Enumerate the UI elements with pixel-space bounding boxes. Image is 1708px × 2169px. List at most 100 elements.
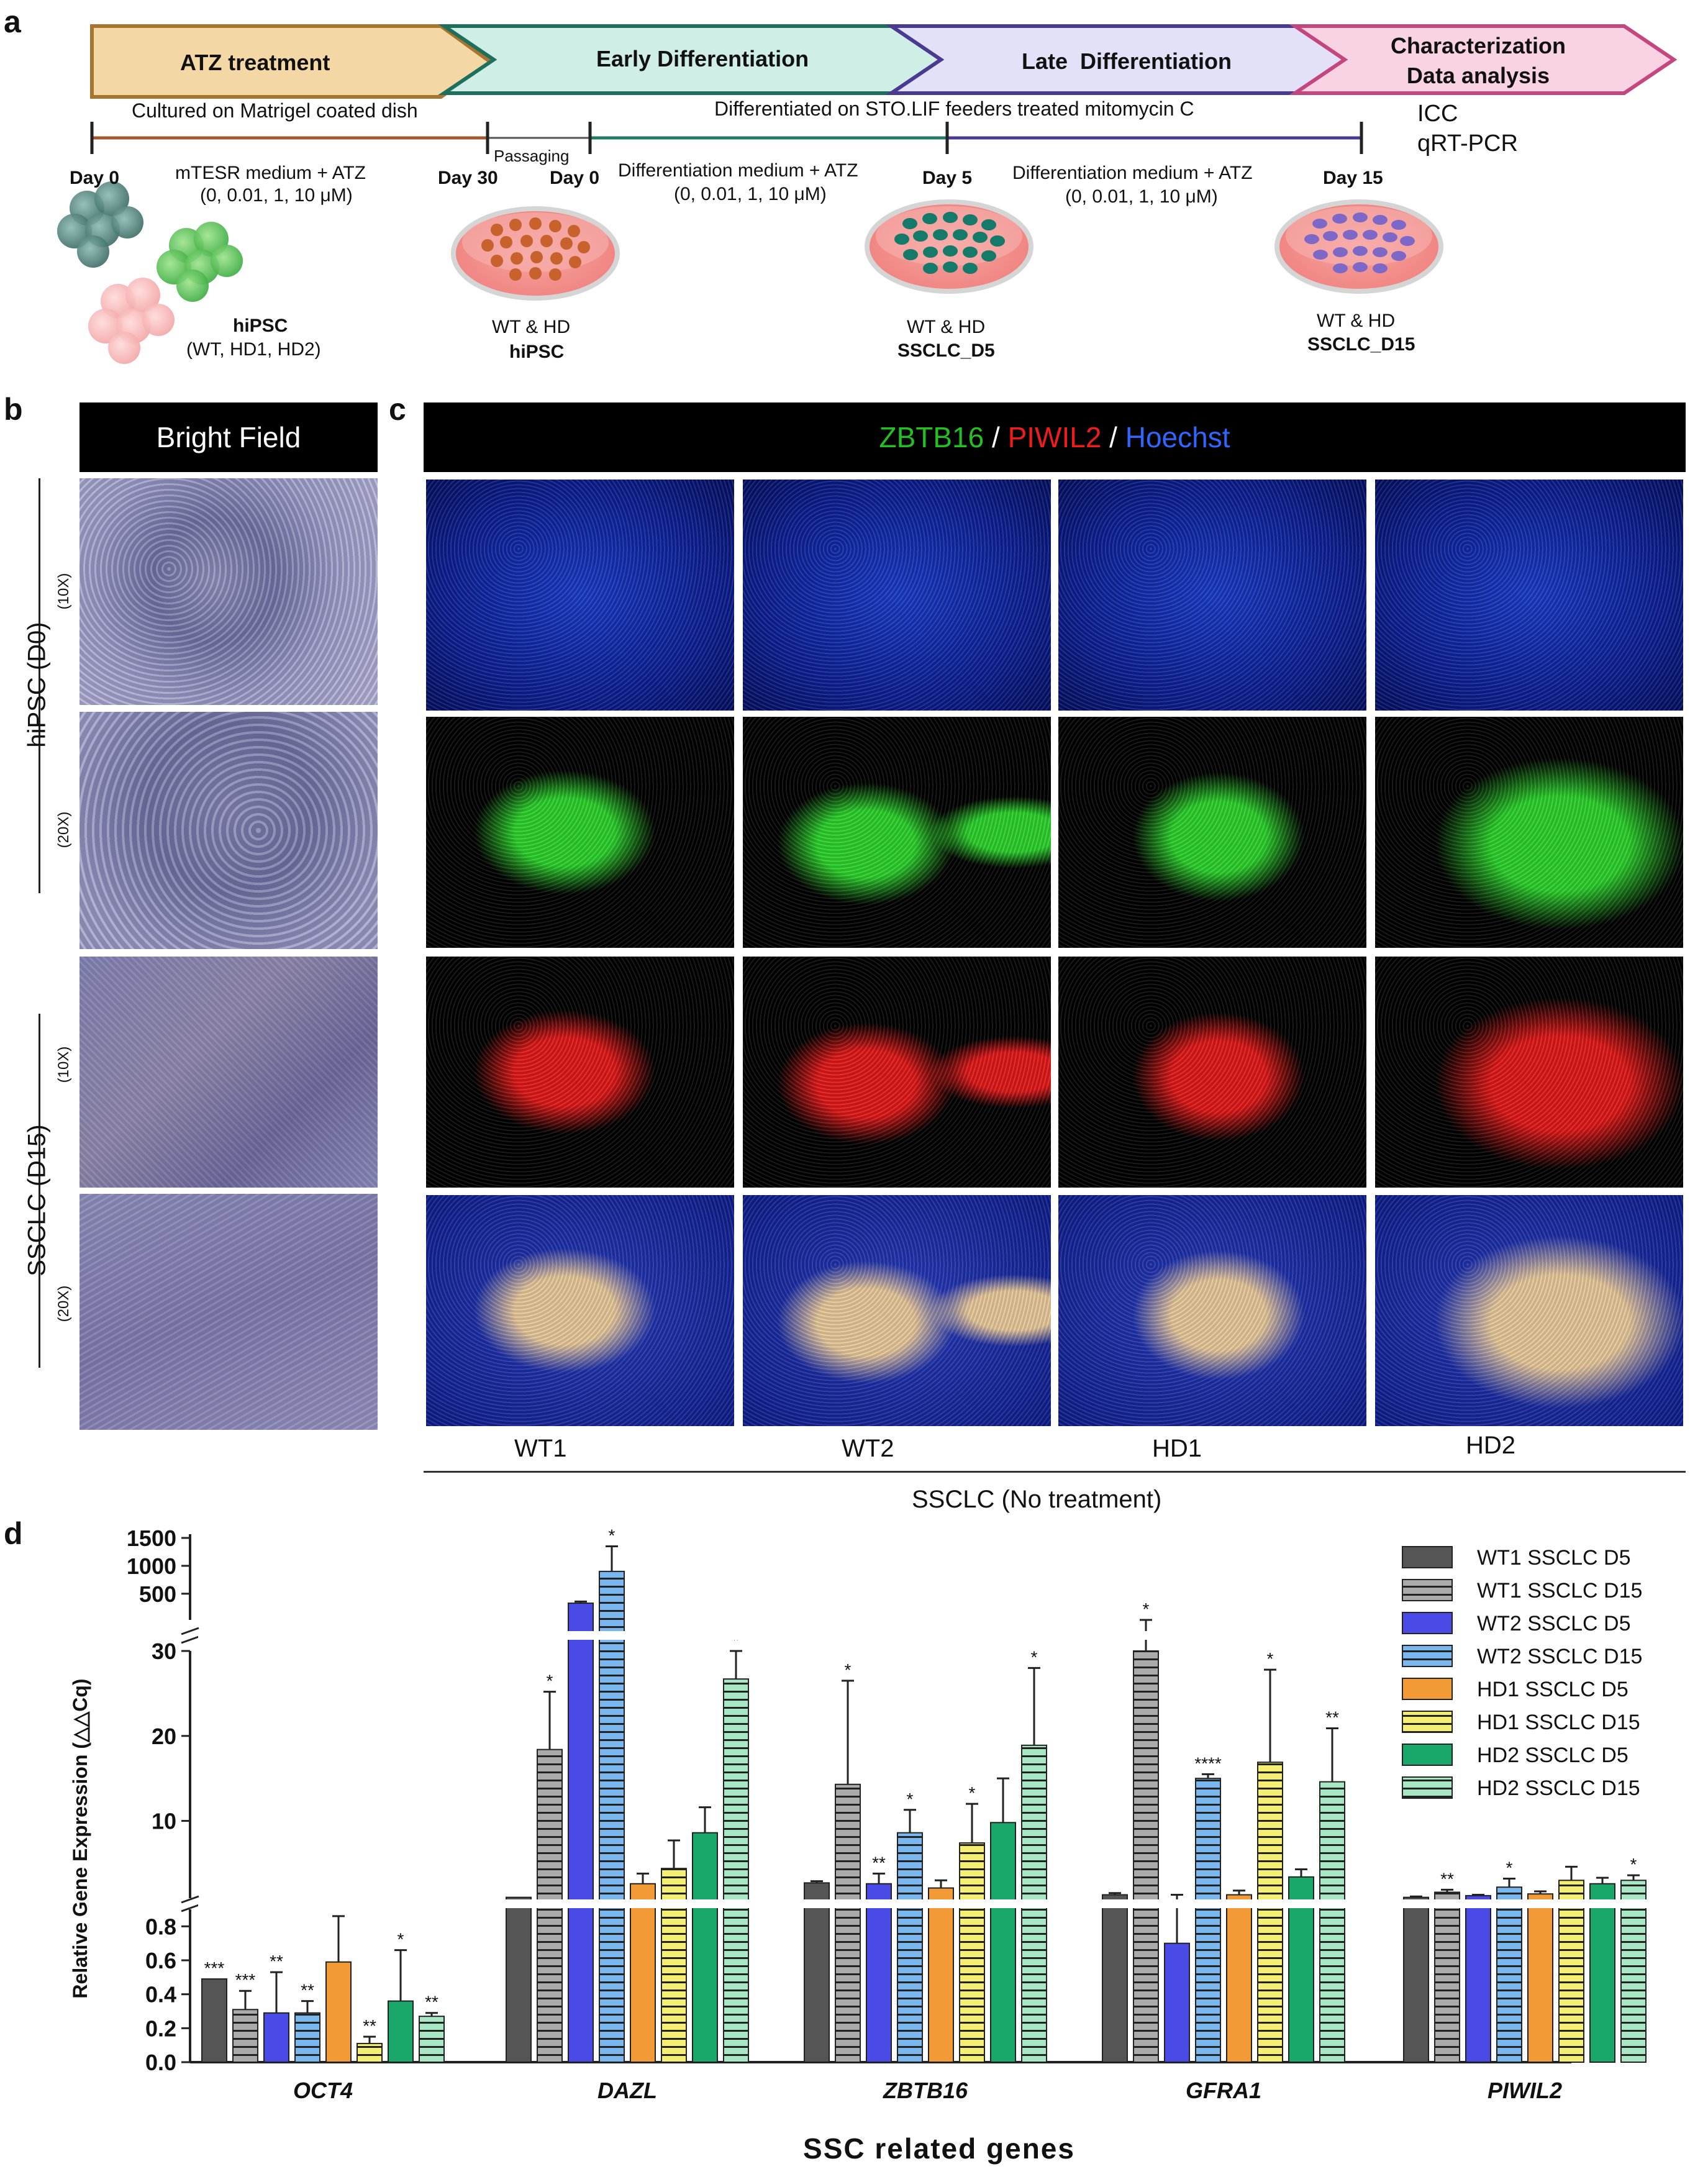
dish-d15 [1274,199,1443,294]
bar-DAZL-0 [506,1896,532,2063]
bar-GFRA1-5 [1257,1762,1283,2063]
icc-wt1-merge [426,1195,734,1426]
legend-label-4: HD1 SSCLC D5 [1477,1678,1629,1701]
icc-col-label-wt1: WT1 [514,1435,567,1462]
bf-hipsc-20x [79,712,378,949]
y-tick-label: 0.0 [145,2050,176,2075]
bf-group-bracket-ssclc [39,1014,40,1368]
y-tick-label: 0.6 [145,1948,176,1973]
axis-break-0a [181,1904,199,1912]
legend-swatch-1 [1402,1579,1453,1601]
x-category-ZBTB16: ZBTB16 [883,2078,968,2103]
icc-wt1-zbtb16 [426,717,734,948]
bar-DAZL-5 [661,1868,687,2063]
bar-GFRA1-4 [1226,1894,1252,2063]
bar-OCT4-2 [263,2012,289,2063]
day-0-label: Day 0 [70,168,120,188]
significance-mark: * [1267,1649,1274,1668]
bf-mag-3: (10X) [55,1046,72,1083]
legend-swatch-3 [1402,1645,1453,1667]
cell-hipsc-line1: hiPSC [233,316,288,336]
icc-hd2-merge [1375,1195,1683,1426]
y-tick-label: 500 [139,1581,176,1607]
bf-group-bracket-hipsc [39,478,40,893]
stain-zbtb16: ZBTB16 [879,421,984,453]
cell-dish1-line1: WT & HD [492,317,571,337]
bf-mag-2: (20X) [55,811,72,848]
y-axis-label: Relative Gene Expression (△△Cq) [69,1678,91,1998]
bar-ZBTB16-1 [835,1783,861,2063]
bar-ZBTB16-2 [866,1883,892,2063]
bar-OCT4-1 [232,2009,258,2063]
significance-mark: * [1506,1858,1513,1878]
icc-wt2-hoechst [743,480,1051,711]
culture-note-matrigel: Cultured on Matrigel coated dish [132,99,418,122]
bar-DAZL-4 [630,1883,656,2063]
significance-mark: ** [1325,1707,1339,1727]
bar-break-gap [502,1631,752,1640]
bar-break-gap [1099,1631,1348,1640]
y-tick-label: 0.8 [145,1914,176,1939]
bf-ssclc-10x [79,957,378,1188]
significance-mark: * [907,1789,914,1809]
x-category-GFRA1: GFRA1 [1186,2078,1261,2103]
bar-PIWIL2-6 [1589,1883,1615,2063]
significance-mark: ** [1440,1869,1454,1888]
stage-late-label: Late Differentiation [1022,48,1232,74]
bf-mag-1: (10X) [55,573,72,610]
bar-break-gap [1400,1899,1650,1908]
bar-GFRA1-0 [1102,1894,1128,2063]
icc-hd1-merge [1058,1195,1366,1426]
stain-sep-2: / [1101,421,1125,453]
x-category-PIWIL2: PIWIL2 [1488,2078,1562,2103]
bar-PIWIL2-4 [1527,1893,1553,2063]
bar-GFRA1-2 [1164,1942,1190,2063]
day-0b-label: Day 0 [550,168,600,188]
stage-early-label: Early Differentiation [596,46,809,71]
significance-mark: * [733,1630,740,1650]
icc-wt1-piwil2 [426,957,734,1188]
icc-hd1-piwil2 [1058,957,1366,1188]
bar-PIWIL2-5 [1558,1880,1584,2063]
significance-mark: * [397,1930,404,1949]
panel-d-letter: d [4,1516,23,1551]
hipsc-pink-cluster [88,278,175,364]
bar-DAZL-7 [723,1678,749,2063]
brightfield-header: Bright Field [79,402,378,472]
legend-label-5: HD1 SSCLC D15 [1477,1711,1640,1734]
hipsc-green-cluster [157,222,243,302]
bar-PIWIL2-3 [1496,1886,1522,2063]
icc-wt2-merge [743,1195,1051,1426]
significance-mark: * [1143,1599,1150,1619]
legend-label-7: HD2 SSCLC D15 [1477,1776,1640,1800]
medium-3-line1: Differentiation medium + ATZ [1012,163,1253,183]
icc-wt1-hoechst [426,480,734,711]
stain-hoechst: Hoechst [1125,421,1230,453]
bar-DAZL-3 [599,1570,625,2063]
y-tick-label: 1500 [127,1526,176,1551]
bar-PIWIL2-0 [1403,1896,1429,2063]
bar-OCT4-0 [201,1978,227,2063]
legend-label-1: WT1 SSCLC D15 [1477,1579,1642,1603]
bar-OCT4-7 [419,2016,445,2063]
icc-hd2-piwil2 [1375,957,1683,1188]
bar-OCT4-3 [294,2012,320,2063]
stain-piwil2: PIWIL2 [1007,421,1102,453]
icc-caption: SSCLC (No treatment) [912,1486,1162,1513]
y-tick-label: 10 [152,1809,176,1834]
hipsc-teal-cluster [57,181,143,268]
icc-caption-rule [424,1471,1686,1473]
cell-dish1-line2: hiPSC [509,342,565,362]
icc-wt2-piwil2 [743,957,1051,1188]
culture-note-sto: Differentiated on STO.LIF feeders treate… [714,98,1194,120]
legend-label-0: WT1 SSCLC D5 [1477,1546,1631,1570]
medium-3-line2: (0, 0.01, 1, 10 μM) [1065,186,1218,207]
bar-DAZL-2 [568,1603,594,2063]
bar-GFRA1-3 [1195,1778,1221,2063]
panel-a-letter: a [4,4,21,39]
significance-mark: ** [270,1952,283,1971]
significance-mark: * [1630,1855,1637,1874]
legend-swatch-2 [1402,1612,1453,1634]
icc-hd2-hoechst [1375,480,1683,711]
y-tick-label: 1000 [127,1553,176,1579]
